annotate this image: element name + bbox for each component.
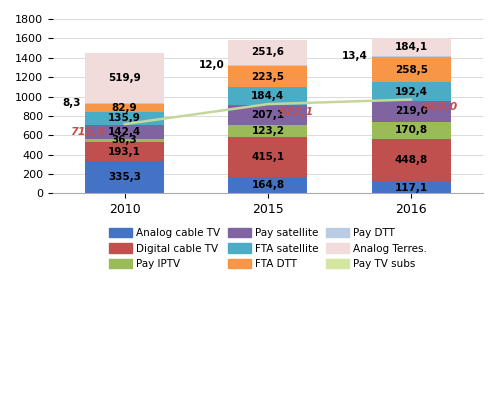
Text: 184,4: 184,4 bbox=[251, 91, 284, 101]
Bar bbox=[372, 82, 451, 101]
Bar bbox=[85, 53, 164, 103]
Text: 164,8: 164,8 bbox=[251, 181, 284, 190]
Bar bbox=[372, 57, 451, 82]
Text: 192,4: 192,4 bbox=[395, 87, 428, 96]
Bar bbox=[372, 139, 451, 182]
Legend: Analog cable TV, Digital cable TV, Pay IPTV, Pay satellite, FTA satellite, FTA D: Analog cable TV, Digital cable TV, Pay I… bbox=[106, 225, 430, 272]
Text: 82,9: 82,9 bbox=[112, 103, 137, 113]
Text: 36,3: 36,3 bbox=[112, 136, 137, 145]
Text: 335,3: 335,3 bbox=[108, 172, 141, 182]
Text: 193,1: 193,1 bbox=[108, 147, 141, 157]
Bar bbox=[85, 112, 164, 125]
Bar bbox=[229, 64, 307, 66]
Bar bbox=[229, 125, 307, 137]
Text: 142,4: 142,4 bbox=[108, 127, 141, 137]
Text: 258,5: 258,5 bbox=[395, 65, 428, 75]
Text: 415,1: 415,1 bbox=[251, 152, 284, 162]
Bar bbox=[229, 87, 307, 105]
Text: 170,8: 170,8 bbox=[395, 125, 428, 135]
Bar bbox=[229, 66, 307, 87]
Text: 184,1: 184,1 bbox=[395, 42, 428, 52]
Bar bbox=[372, 101, 451, 122]
Text: 922,1: 922,1 bbox=[279, 107, 314, 117]
Text: 8,3: 8,3 bbox=[62, 98, 81, 108]
Text: 448,8: 448,8 bbox=[395, 156, 428, 165]
Bar bbox=[85, 161, 164, 194]
Bar bbox=[85, 104, 164, 112]
Text: 715,4: 715,4 bbox=[70, 126, 105, 136]
Bar bbox=[85, 139, 164, 142]
Text: 117,1: 117,1 bbox=[395, 183, 428, 193]
Text: 123,2: 123,2 bbox=[251, 126, 284, 136]
Bar bbox=[372, 38, 451, 56]
Bar bbox=[229, 137, 307, 177]
Bar bbox=[372, 56, 451, 57]
Text: 969,0: 969,0 bbox=[422, 102, 458, 112]
Bar bbox=[229, 177, 307, 194]
Text: 219,0: 219,0 bbox=[395, 107, 428, 117]
Bar bbox=[229, 40, 307, 64]
Bar bbox=[85, 125, 164, 139]
Text: 251,6: 251,6 bbox=[251, 47, 284, 58]
Bar bbox=[372, 182, 451, 194]
Text: 207,1: 207,1 bbox=[251, 110, 284, 120]
Bar bbox=[85, 142, 164, 161]
Text: 135,9: 135,9 bbox=[108, 113, 141, 124]
Bar bbox=[229, 105, 307, 125]
Text: 223,5: 223,5 bbox=[251, 72, 284, 81]
Bar bbox=[372, 122, 451, 139]
Text: 519,9: 519,9 bbox=[108, 73, 141, 83]
Bar bbox=[85, 103, 164, 104]
Text: 12,0: 12,0 bbox=[198, 60, 224, 70]
Text: 13,4: 13,4 bbox=[342, 51, 368, 62]
